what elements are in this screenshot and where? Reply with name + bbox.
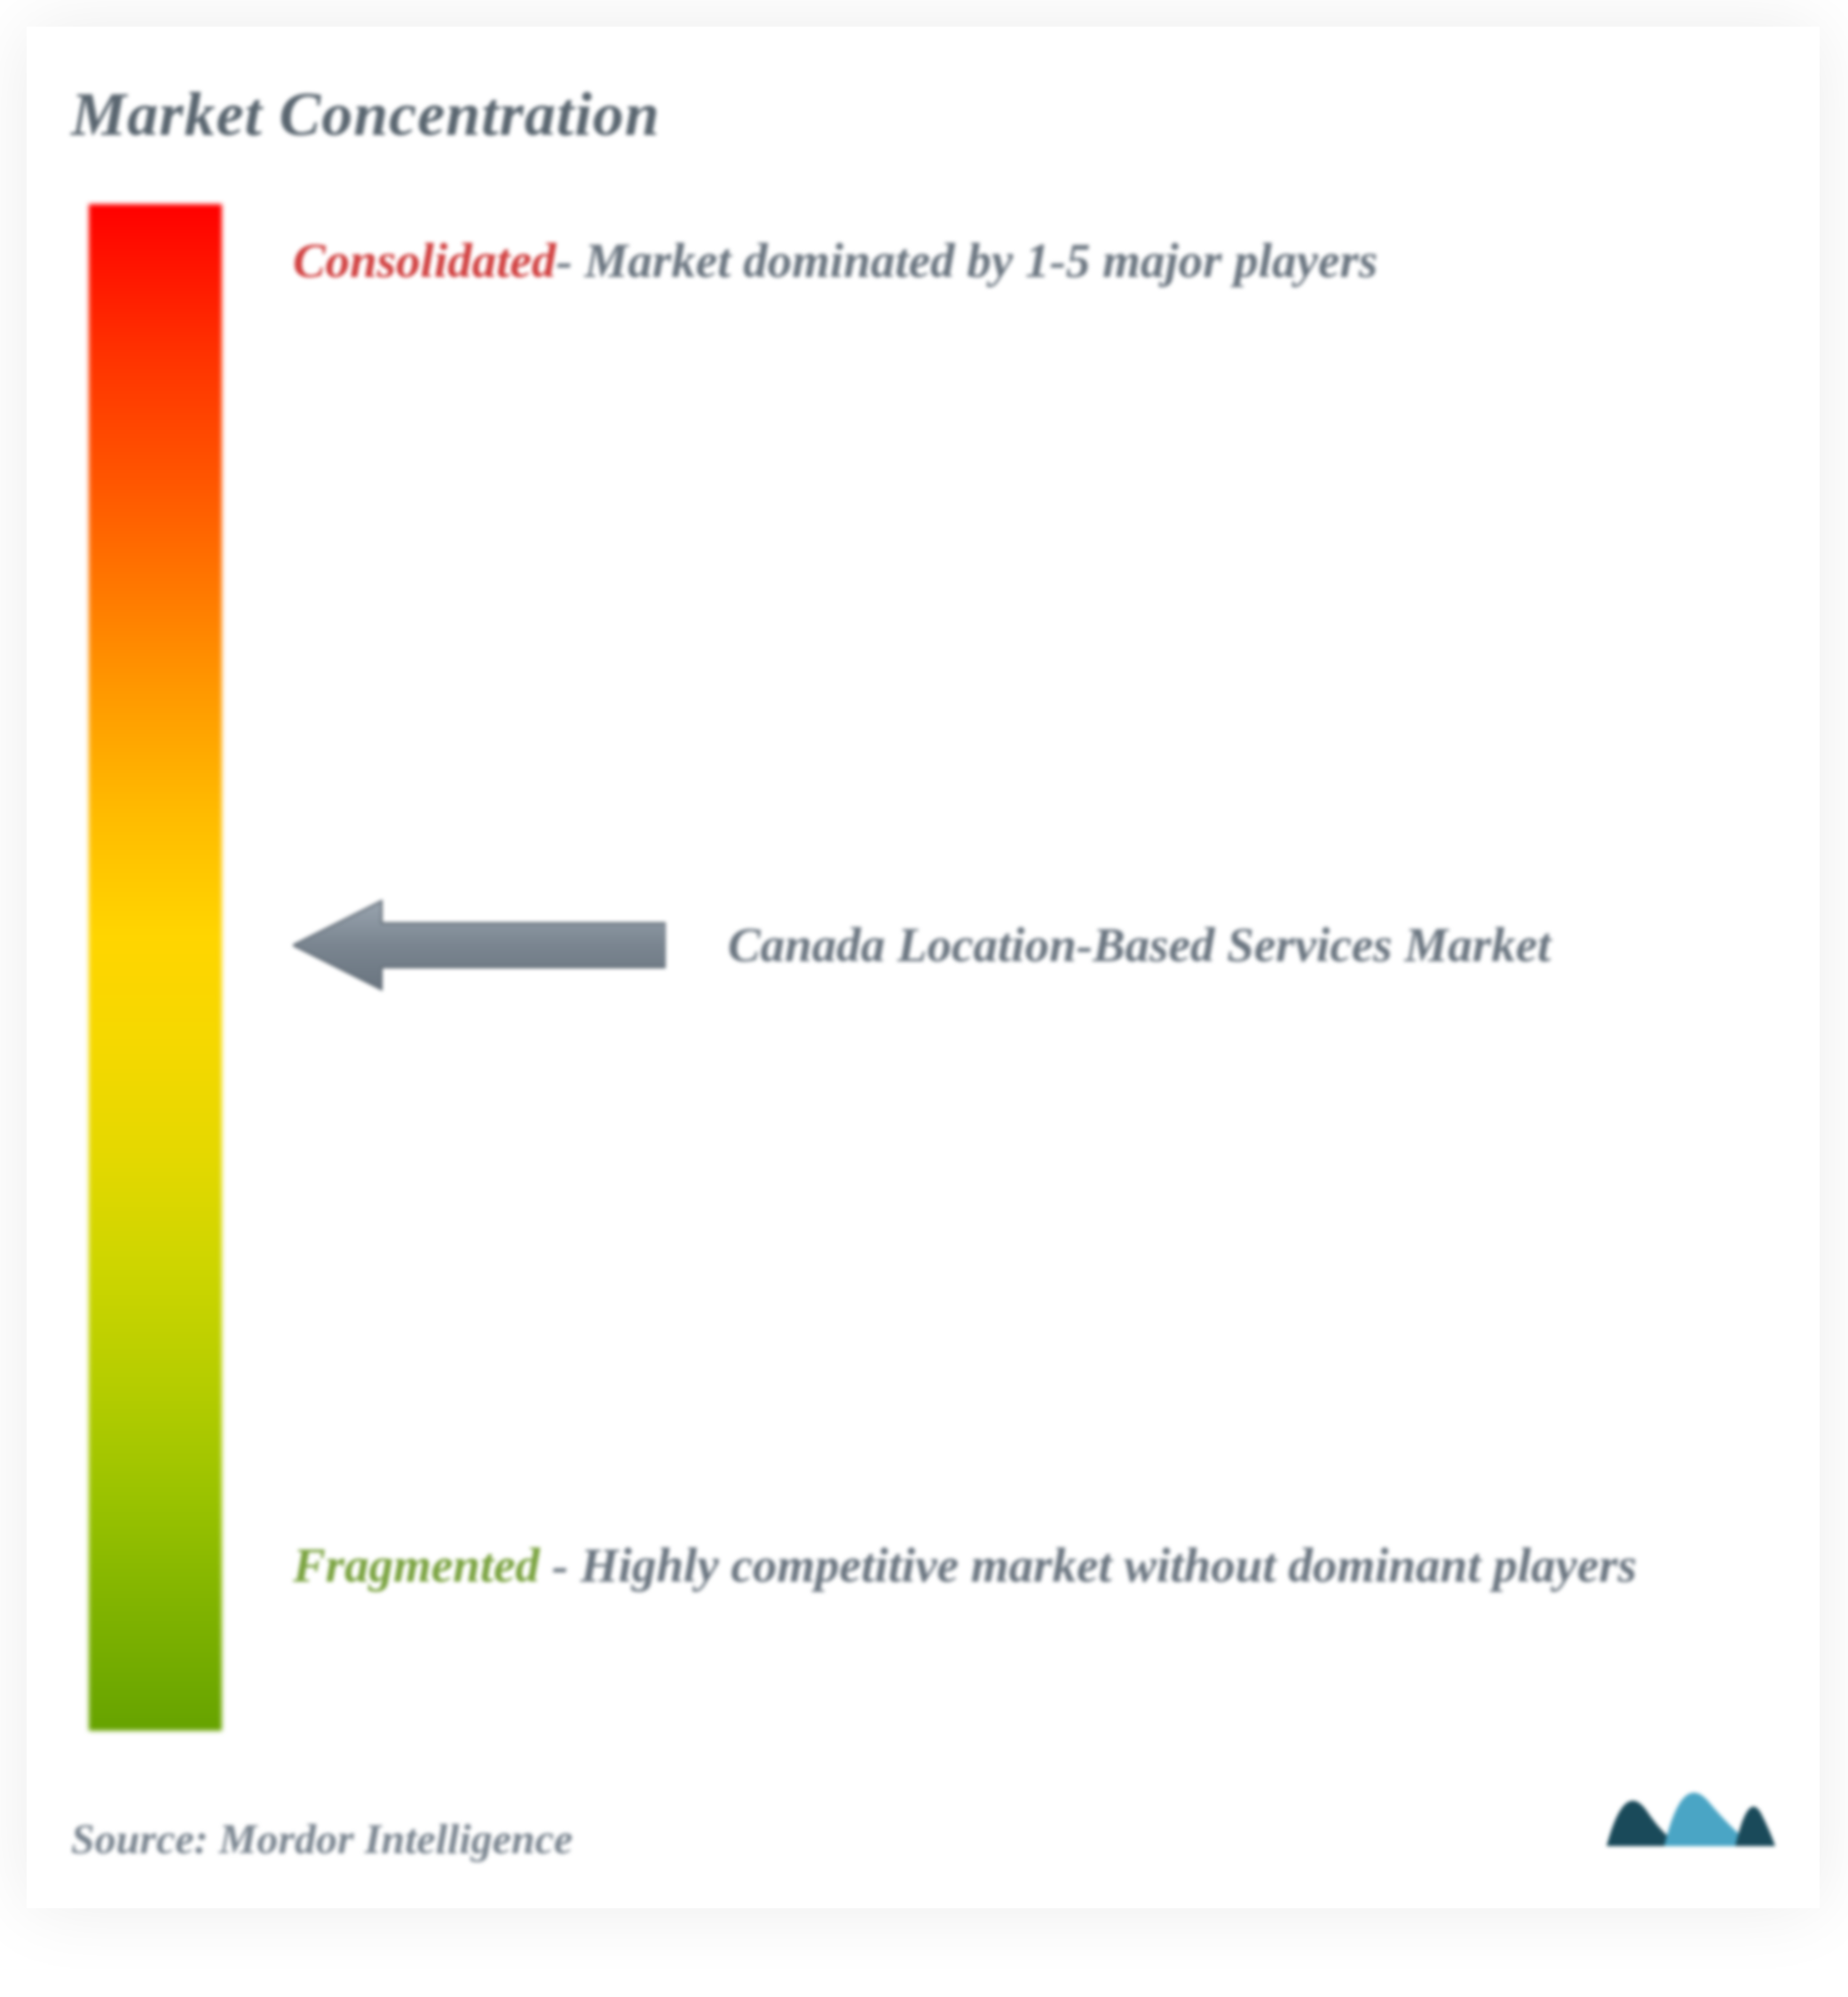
fragmented-description: Highly competitive market without domina… — [580, 1538, 1637, 1592]
market-label: Canada Location-Based Services Market — [728, 909, 1749, 983]
consolidated-description: Market dominated by 1-5 major players — [585, 233, 1378, 288]
consolidated-row: Consolidated- Market dominated by 1-5 ma… — [293, 222, 1749, 300]
concentration-gradient-bar — [89, 204, 222, 1731]
text-column: Consolidated- Market dominated by 1-5 ma… — [293, 204, 1775, 1757]
content-area: Consolidated- Market dominated by 1-5 ma… — [71, 204, 1775, 1757]
infographic-container: Market Concentration Consolidated- Marke… — [27, 27, 1820, 1908]
fragmented-separator: - — [540, 1538, 580, 1592]
footer: Source: Mordor Intelligence — [71, 1762, 1775, 1864]
market-pointer-row: Canada Location-Based Services Market — [293, 896, 1749, 994]
fragmented-label: Fragmented — [293, 1538, 540, 1592]
fragmented-row: Fragmented - Highly competitive market w… — [293, 1527, 1749, 1605]
source-text: Source: Mordor Intelligence — [71, 1815, 573, 1864]
arrow-left-icon — [293, 896, 666, 994]
page-title: Market Concentration — [71, 80, 1775, 151]
mordor-logo-icon — [1598, 1762, 1775, 1864]
consolidated-separator: - — [556, 233, 584, 288]
consolidated-label: Consolidated — [293, 233, 556, 288]
